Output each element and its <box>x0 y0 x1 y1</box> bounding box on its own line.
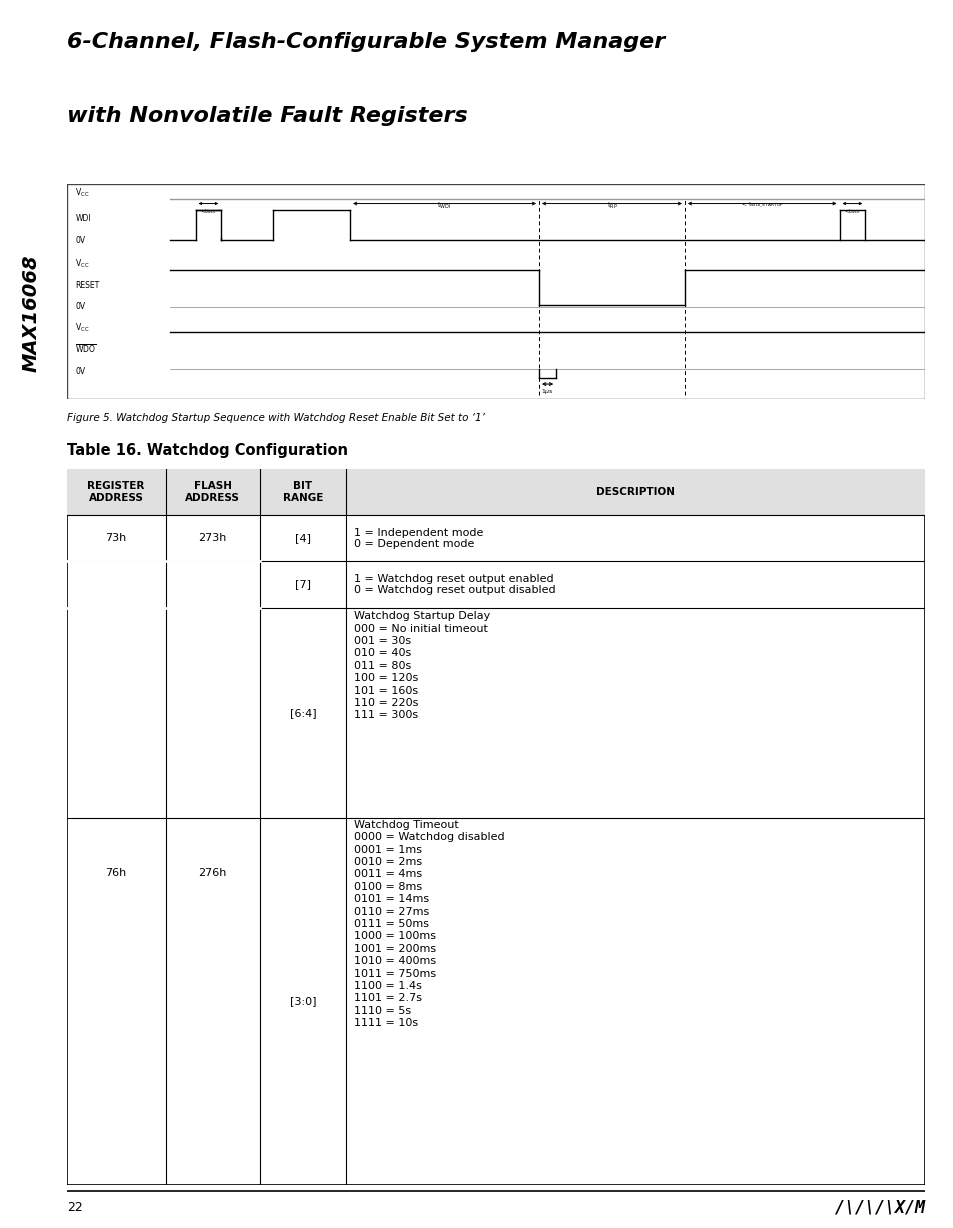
Text: BIT
RANGE: BIT RANGE <box>282 481 323 503</box>
Text: FLASH
ADDRESS: FLASH ADDRESS <box>185 481 240 503</box>
Text: RESET: RESET <box>75 281 99 290</box>
Text: 76h: 76h <box>106 868 127 878</box>
Text: V$_{\rm CC}$: V$_{\rm CC}$ <box>75 322 90 334</box>
Text: 6-Channel, Flash-Configurable System Manager: 6-Channel, Flash-Configurable System Man… <box>67 32 664 52</box>
Text: 276h: 276h <box>198 868 227 878</box>
Text: 73h: 73h <box>106 533 127 543</box>
Text: [4]: [4] <box>294 533 311 543</box>
Text: 0V: 0V <box>75 367 86 376</box>
Text: $\overline{\rm WDO}$: $\overline{\rm WDO}$ <box>75 344 96 356</box>
Text: 0V: 0V <box>75 236 86 244</box>
Text: REGISTER
ADDRESS: REGISTER ADDRESS <box>88 481 145 503</box>
Text: [7]: [7] <box>294 580 311 589</box>
Text: V$_{\rm CC}$: V$_{\rm CC}$ <box>75 187 90 199</box>
Text: < t$_{\rm WDI\_STARTUP}$: < t$_{\rm WDI\_STARTUP}$ <box>740 200 782 209</box>
Text: <t$_{\rm WDI}$: <t$_{\rm WDI}$ <box>843 206 860 216</box>
Text: t$_{\rm WDI}$: t$_{\rm WDI}$ <box>436 200 452 210</box>
Text: MAX16068: MAX16068 <box>22 254 41 372</box>
Text: Watchdog Timeout
0000 = Watchdog disabled
0001 = 1ms
0010 = 2ms
0011 = 4ms
0100 : Watchdog Timeout 0000 = Watchdog disable… <box>354 820 504 1028</box>
Text: Table 16. Watchdog Configuration: Table 16. Watchdog Configuration <box>67 443 348 458</box>
Text: DESCRIPTION: DESCRIPTION <box>596 488 675 497</box>
Text: Figure 5. Watchdog Startup Sequence with Watchdog Reset Enable Bit Set to ‘1’: Figure 5. Watchdog Startup Sequence with… <box>67 413 484 424</box>
Text: 1$\mu$s: 1$\mu$s <box>540 387 554 397</box>
Text: 273h: 273h <box>198 533 227 543</box>
Text: V$_{\rm CC}$: V$_{\rm CC}$ <box>75 258 90 270</box>
Text: 22: 22 <box>67 1201 83 1214</box>
Text: with Nonvolatile Fault Registers: with Nonvolatile Fault Registers <box>67 106 467 125</box>
Text: 1 = Watchdog reset output enabled
0 = Watchdog reset output disabled: 1 = Watchdog reset output enabled 0 = Wa… <box>354 573 556 596</box>
Text: <t$_{\rm WDI}$: <t$_{\rm WDI}$ <box>200 206 216 216</box>
Text: Watchdog Startup Delay
000 = No initial timeout
001 = 30s
010 = 40s
011 = 80s
10: Watchdog Startup Delay 000 = No initial … <box>354 612 490 721</box>
Text: [6:4]: [6:4] <box>290 707 315 717</box>
Text: t$_{\rm RP}$: t$_{\rm RP}$ <box>606 200 617 210</box>
Text: /\/\/\X/M: /\/\/\X/M <box>835 1199 924 1217</box>
Text: 1 = Independent mode
0 = Dependent mode: 1 = Independent mode 0 = Dependent mode <box>354 528 483 549</box>
Text: 0V: 0V <box>75 302 86 311</box>
Text: [3:0]: [3:0] <box>290 996 315 1006</box>
Text: WDI: WDI <box>75 214 91 223</box>
Bar <box>67 469 924 516</box>
